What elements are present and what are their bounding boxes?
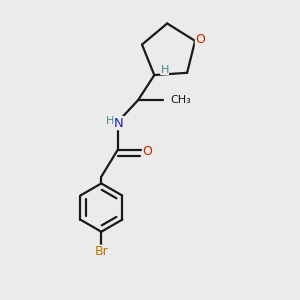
Text: H: H [106,116,114,126]
Text: H: H [160,65,169,75]
Text: CH₃: CH₃ [170,95,191,105]
Text: O: O [142,145,152,158]
Text: Br: Br [94,245,108,258]
Text: N: N [114,117,124,130]
Text: O: O [195,34,205,46]
